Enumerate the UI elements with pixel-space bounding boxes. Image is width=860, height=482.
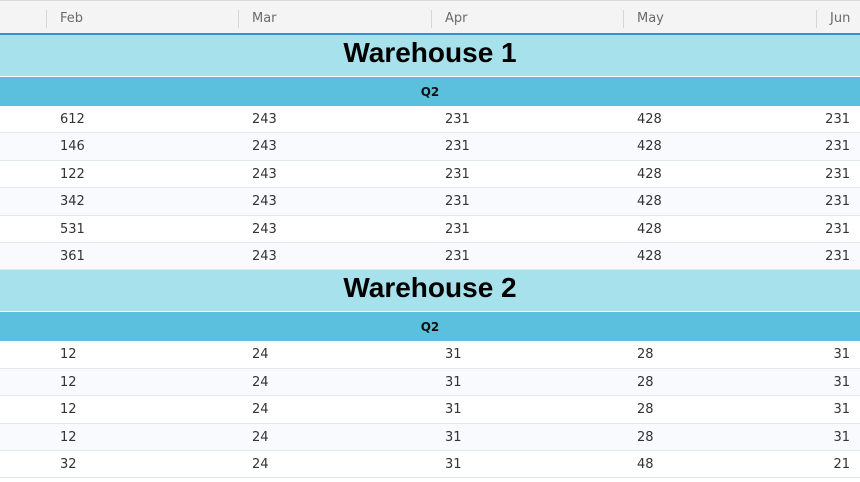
groups-container: Warehouse 1 Q2 612 243 231 428 231 146 243 231 428…: [0, 35, 860, 479]
table-cell[interactable]: 24: [252, 374, 269, 390]
table-row[interactable]: 12 24 31 28 31: [0, 368, 860, 397]
table-cell[interactable]: 21: [833, 456, 850, 472]
table-cell[interactable]: 24: [252, 347, 269, 363]
table-cell[interactable]: 428: [637, 112, 662, 127]
column-separator[interactable]: [623, 10, 624, 28]
column-separator[interactable]: [816, 10, 817, 28]
quarter-subheader: Q2: [0, 312, 860, 342]
table-cell[interactable]: 243: [252, 112, 277, 127]
table-cell[interactable]: 243: [252, 139, 277, 155]
table-cell[interactable]: 24: [252, 402, 269, 418]
quarter-subheader: Q2: [0, 77, 860, 106]
table-row[interactable]: 531 243 231 428 231: [0, 216, 860, 243]
table-cell[interactable]: 231: [445, 194, 470, 210]
table-cell[interactable]: 31: [833, 429, 850, 445]
table-cell[interactable]: 28: [637, 429, 654, 445]
table-cell[interactable]: 531: [60, 221, 85, 237]
column-header-feb[interactable]: Feb: [60, 11, 84, 26]
table-cell[interactable]: 31: [833, 374, 850, 390]
table-row[interactable]: 361 243 231 428 231: [0, 242, 860, 271]
table-cell[interactable]: 12: [60, 429, 77, 445]
table-cell[interactable]: 231: [825, 194, 850, 210]
table-cell[interactable]: 428: [637, 248, 662, 264]
table-row[interactable]: 12 24 31 28 31: [0, 341, 860, 369]
table-cell[interactable]: 31: [833, 347, 850, 363]
table-cell[interactable]: 231: [445, 112, 470, 127]
table-cell[interactable]: 28: [637, 374, 654, 390]
column-separator[interactable]: [431, 10, 432, 28]
table-cell[interactable]: 612: [60, 112, 85, 127]
table-cell[interactable]: 231: [825, 221, 850, 237]
table-cell[interactable]: 231: [445, 248, 470, 264]
table-cell[interactable]: 231: [825, 248, 850, 264]
column-header-may[interactable]: May: [637, 11, 664, 26]
table-row[interactable]: 32 24 31 48 21: [0, 451, 860, 479]
table-cell[interactable]: 31: [833, 402, 850, 418]
column-header-jun[interactable]: Jun: [830, 11, 851, 26]
table-cell[interactable]: 31: [445, 347, 462, 363]
table-cell[interactable]: 243: [252, 194, 277, 210]
table-cell[interactable]: 146: [60, 139, 85, 155]
table-cell[interactable]: 24: [252, 456, 269, 472]
table-cell[interactable]: 361: [60, 248, 85, 264]
table-cell[interactable]: 31: [445, 429, 462, 445]
table-cell[interactable]: 428: [637, 221, 662, 237]
column-header-mar[interactable]: Mar: [252, 11, 277, 26]
table-cell[interactable]: 231: [445, 166, 470, 182]
table-cell[interactable]: 12: [60, 402, 77, 418]
table-cell[interactable]: 428: [637, 194, 662, 210]
table-cell[interactable]: 243: [252, 221, 277, 237]
table-row[interactable]: 12 24 31 28 31: [0, 423, 860, 451]
table-cell[interactable]: 32: [60, 456, 77, 472]
group-title: Warehouse 2: [0, 270, 860, 313]
table-cell[interactable]: 24: [252, 429, 269, 445]
table-row[interactable]: 12 24 31 28 31: [0, 396, 860, 424]
table-cell[interactable]: 243: [252, 166, 277, 182]
table-cell[interactable]: 48: [637, 456, 654, 472]
table-row[interactable]: 342 243 231 428 231: [0, 188, 860, 216]
table-cell[interactable]: 28: [637, 402, 654, 418]
table-row[interactable]: 146 243 231 428 231: [0, 133, 860, 161]
table-cell[interactable]: 243: [252, 248, 277, 264]
table-cell[interactable]: 342: [60, 194, 85, 210]
table-cell[interactable]: 231: [825, 139, 850, 155]
table-cell[interactable]: 122: [60, 166, 85, 182]
table-cell[interactable]: 428: [637, 139, 662, 155]
column-separator[interactable]: [238, 10, 239, 28]
table-cell[interactable]: 31: [445, 456, 462, 472]
table-cell[interactable]: 231: [825, 166, 850, 182]
table-cell[interactable]: 28: [637, 347, 654, 363]
column-separator[interactable]: [46, 10, 47, 28]
table-cell[interactable]: 231: [825, 112, 850, 127]
table-row[interactable]: 122 243 231 428 231: [0, 161, 860, 189]
table-row[interactable]: 612 243 231 428 231: [0, 106, 860, 134]
table-cell[interactable]: 12: [60, 374, 77, 390]
column-header-row: Feb Mar Apr May Jun: [0, 0, 860, 35]
table-cell[interactable]: 231: [445, 139, 470, 155]
table-cell[interactable]: 231: [445, 221, 470, 237]
table-cell[interactable]: 31: [445, 402, 462, 418]
table-cell[interactable]: 428: [637, 166, 662, 182]
column-header-apr[interactable]: Apr: [445, 11, 468, 26]
table-cell[interactable]: 12: [60, 347, 77, 363]
group-title: Warehouse 1: [0, 35, 860, 77]
table-cell[interactable]: 31: [445, 374, 462, 390]
